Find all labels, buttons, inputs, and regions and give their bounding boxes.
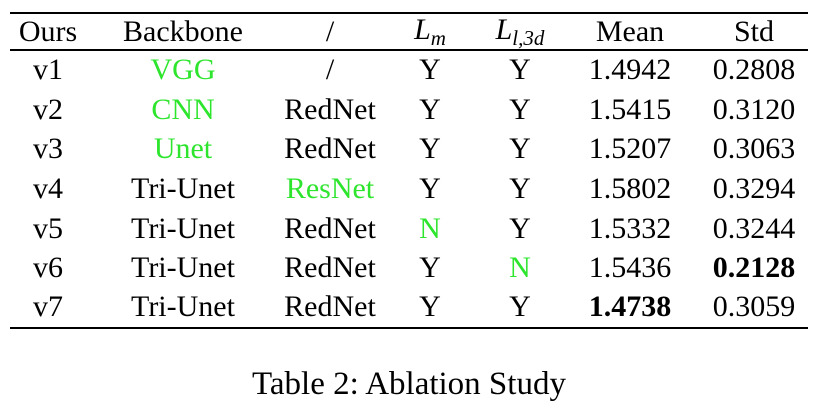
- table-cell: 0.3059: [712, 290, 796, 324]
- table-cell: v6: [33, 251, 63, 285]
- table-cell: Tri-Unet: [131, 171, 235, 205]
- table-cell: 1.5207: [588, 132, 672, 166]
- table-row: v2 CNN RedNet Y Y 1.5415 0.3120: [10, 90, 808, 130]
- table-cell: 1.5436: [588, 251, 672, 285]
- table-cell: Tri-Unet: [131, 251, 235, 285]
- table-cell: ResNet: [285, 171, 375, 205]
- table-cell: RedNet: [284, 251, 376, 285]
- math-symbol: Lm: [414, 12, 446, 50]
- table-cell: v7: [33, 290, 63, 324]
- header-cell: Std: [733, 14, 775, 48]
- table-cell: Y: [419, 132, 441, 166]
- table-cell: v2: [33, 92, 63, 126]
- table-cell: 1.4738: [588, 290, 672, 324]
- math-subscript: m: [430, 25, 446, 50]
- table-cell: Y: [509, 290, 531, 324]
- table-cell: v3: [33, 132, 63, 166]
- header-row: Ours Backbone / Lm Ll,3d Mean Std: [10, 13, 808, 50]
- table-cell: Unet: [153, 132, 213, 166]
- table-cell: Y: [509, 132, 531, 166]
- table-cell: 0.2808: [712, 53, 796, 87]
- table-cell: RedNet: [284, 211, 376, 245]
- table-cell: CNN: [151, 92, 215, 126]
- table-cell: 0.2128: [712, 251, 796, 285]
- table-row: v3 Unet RedNet Y Y 1.5207 0.3063: [10, 129, 808, 169]
- table-cell: N: [419, 211, 441, 245]
- table-row: v4 Tri-Unet ResNet Y Y 1.5802 0.3294: [10, 169, 808, 209]
- math-symbol: Ll,3d: [495, 12, 545, 50]
- table-cell: /: [325, 53, 335, 87]
- table-cell: 0.3120: [712, 92, 796, 126]
- table-cell: Tri-Unet: [131, 211, 235, 245]
- table-cell: v5: [33, 211, 63, 245]
- table-cell: Y: [419, 53, 441, 87]
- table-cell: 1.5802: [588, 171, 672, 205]
- table-cell: v1: [33, 53, 63, 87]
- table-cell: VGG: [150, 53, 216, 87]
- table-row: v6 Tri-Unet RedNet Y N 1.5436 0.2128: [10, 248, 808, 288]
- table-cell: Y: [419, 171, 441, 205]
- table-cell: Y: [419, 290, 441, 324]
- header-cell: Ll,3d: [480, 13, 560, 50]
- table-cell: RedNet: [284, 132, 376, 166]
- caption: Table 2: Ablation Study: [252, 366, 566, 402]
- table-cell: Y: [419, 92, 441, 126]
- table-cell: Y: [509, 53, 531, 87]
- header-cell: Lm: [380, 13, 480, 50]
- math-subscript: l,3d: [512, 25, 545, 50]
- table-cell: Y: [509, 171, 531, 205]
- table-body: v1 VGG / Y Y 1.4942 0.2808 v2 CNN RedNet Y Y 1.5415 0…: [10, 50, 808, 328]
- table-cell: 1.4942: [588, 53, 672, 87]
- table-cell: N: [509, 251, 531, 285]
- table-cell: 1.5332: [588, 211, 672, 245]
- table-cell: 0.3244: [712, 211, 796, 245]
- header-cell: Backbone: [123, 14, 243, 48]
- table-row: v1 VGG / Y Y 1.4942 0.2808: [10, 50, 808, 90]
- table-cell: 1.5415: [588, 92, 672, 126]
- table-header: Ours Backbone / Lm Ll,3d Mean Std: [10, 13, 808, 50]
- table-cell: RedNet: [284, 290, 376, 324]
- table-row: v5 Tri-Unet RedNet N Y 1.5332 0.3244: [10, 209, 808, 249]
- header-cell: /: [325, 14, 335, 48]
- table-cell: Tri-Unet: [131, 290, 235, 324]
- table-cell: Y: [509, 92, 531, 126]
- table-cell: v4: [33, 171, 63, 205]
- table-cell: Y: [419, 251, 441, 285]
- table-cell: 0.3063: [712, 132, 796, 166]
- table-row: v7 Tri-Unet RedNet Y Y 1.4738 0.3059: [10, 288, 808, 328]
- table-cell: RedNet: [284, 92, 376, 126]
- ablation-table: Ours Backbone / Lm Ll,3d Mean Std v1 VGG / Y Y 1.49…: [10, 12, 808, 329]
- header-cell: Mean: [595, 14, 665, 48]
- table-cell: 0.3294: [712, 171, 796, 205]
- header-cell: Ours: [18, 14, 78, 48]
- table-cell: Y: [509, 211, 531, 245]
